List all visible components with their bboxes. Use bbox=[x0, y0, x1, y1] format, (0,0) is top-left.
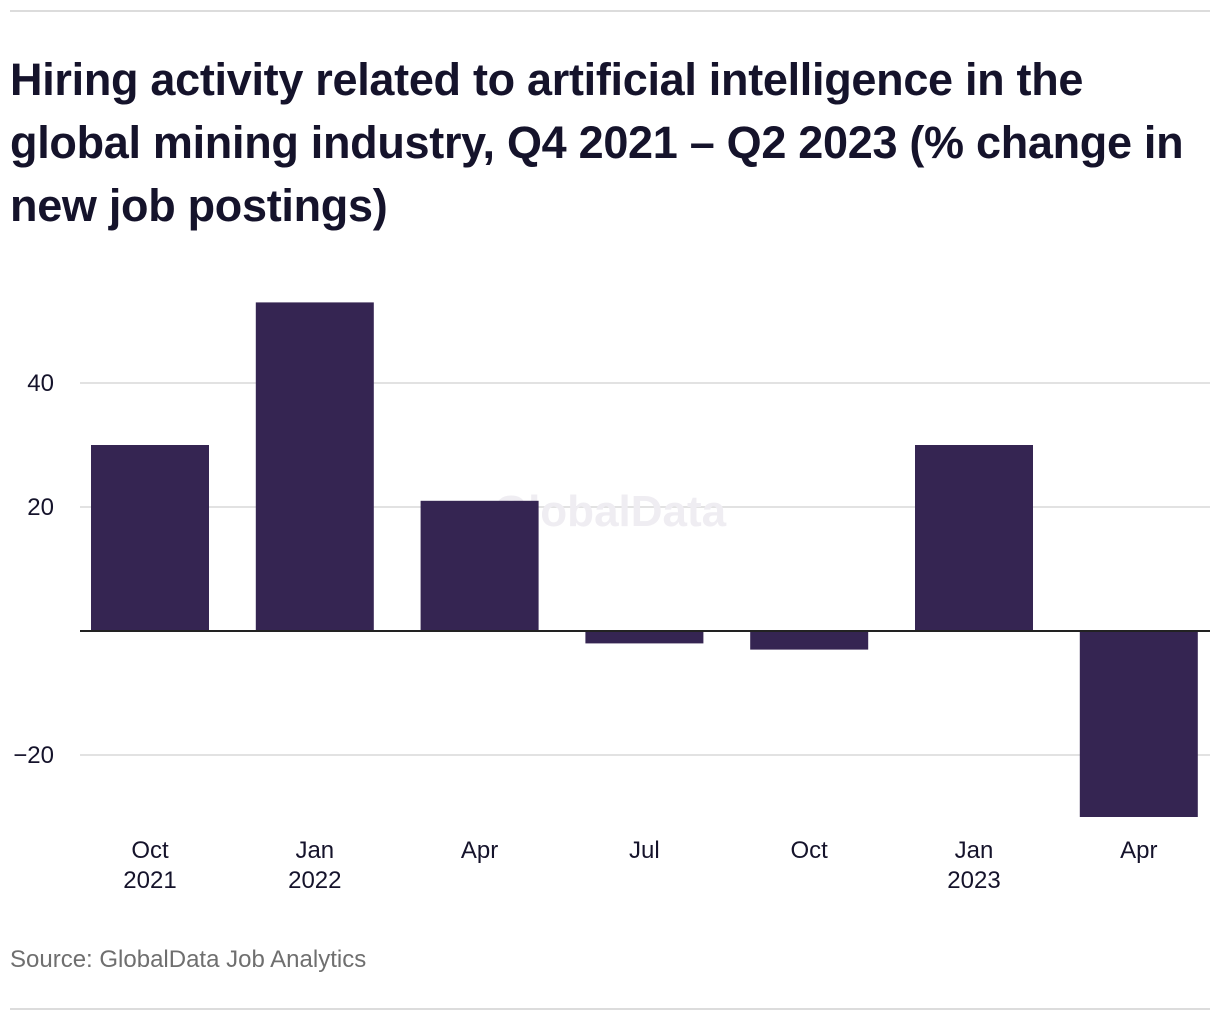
x-tick-year-label: 2021 bbox=[123, 867, 176, 894]
x-tick-label: Apr bbox=[1120, 837, 1157, 864]
bar bbox=[750, 631, 869, 650]
x-tick-label: Jan bbox=[955, 837, 994, 864]
bar bbox=[915, 445, 1033, 631]
bar bbox=[91, 445, 209, 631]
bar bbox=[585, 631, 704, 644]
chart-title: Hiring activity related to artificial in… bbox=[10, 54, 1184, 231]
x-tick-year-label: 2022 bbox=[288, 867, 341, 894]
y-axis-ticks: 40 20 −20 bbox=[13, 370, 54, 769]
x-tick-label: Jul bbox=[629, 837, 660, 864]
x-tick-label: Jan bbox=[295, 837, 334, 864]
x-tick-label: Apr bbox=[461, 837, 498, 864]
bar bbox=[1079, 631, 1198, 817]
x-tick-year-label: 2023 bbox=[947, 867, 1000, 894]
x-tick-label: Oct bbox=[791, 837, 829, 864]
y-tick-label: −20 bbox=[13, 742, 54, 769]
y-tick-label: 40 bbox=[27, 370, 54, 397]
gridlines bbox=[80, 382, 1210, 756]
bottom-divider bbox=[10, 1008, 1210, 1010]
x-tick-label: Oct bbox=[131, 837, 169, 864]
top-divider bbox=[10, 10, 1210, 12]
bar bbox=[255, 302, 374, 631]
bars bbox=[91, 302, 1198, 817]
source-note: Source: GlobalData Job Analytics bbox=[10, 946, 367, 973]
x-axis-ticks: Oct 2021 Jan 2022 Apr Jul Oct Jan 2023 Apr bbox=[123, 837, 1157, 894]
y-tick-label: 20 bbox=[27, 494, 54, 521]
bar bbox=[420, 500, 539, 631]
